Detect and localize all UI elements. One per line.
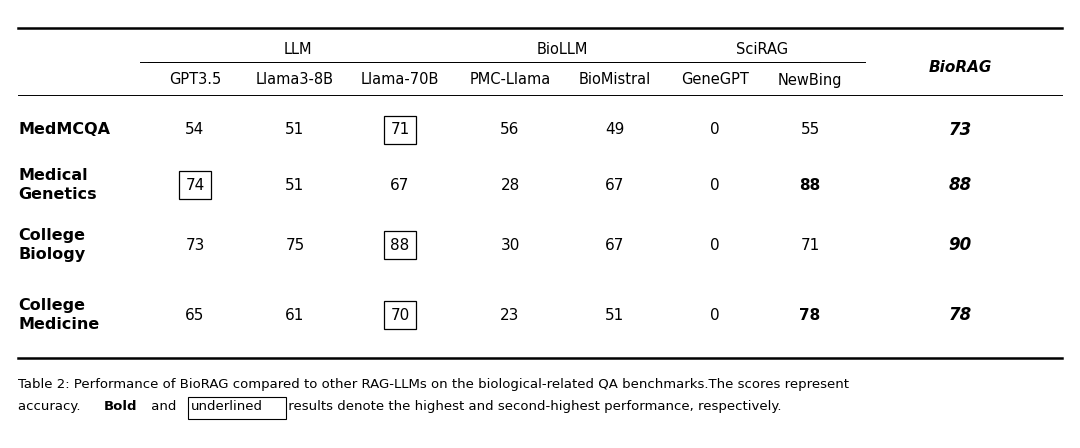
Text: 65: 65	[186, 307, 205, 323]
Text: MedMCQA: MedMCQA	[18, 122, 110, 138]
Bar	[383, 116, 416, 144]
Text: Table 2: Performance of BioRAG compared to other RAG-LLMs on the biological-rela: Table 2: Performance of BioRAG compared …	[18, 378, 849, 391]
Text: 74: 74	[186, 177, 204, 193]
Text: 51: 51	[285, 177, 305, 193]
Text: results denote the highest and second-highest performance, respectively.: results denote the highest and second-hi…	[284, 400, 781, 413]
Text: Llama-70B: Llama-70B	[361, 73, 440, 87]
Text: BioLLM: BioLLM	[537, 43, 589, 57]
Text: Llama3-8B: Llama3-8B	[256, 73, 334, 87]
Text: accuracy.: accuracy.	[18, 400, 84, 413]
Text: 0: 0	[711, 177, 719, 193]
Text: BioRAG: BioRAG	[929, 60, 991, 76]
Text: NewBing: NewBing	[778, 73, 842, 87]
Text: 55: 55	[800, 122, 820, 138]
Text: 88: 88	[390, 237, 409, 253]
Text: 30: 30	[500, 237, 519, 253]
Text: BioMistral: BioMistral	[579, 73, 651, 87]
Text: 0: 0	[711, 237, 719, 253]
Bar	[383, 302, 416, 329]
Text: GPT3.5: GPT3.5	[168, 73, 221, 87]
Text: College
Medicine: College Medicine	[18, 298, 99, 332]
Text: 0: 0	[711, 307, 719, 323]
Text: 78: 78	[799, 307, 821, 323]
Text: 71: 71	[390, 122, 409, 138]
Text: SciRAG: SciRAG	[737, 43, 788, 57]
Text: 88: 88	[799, 177, 821, 193]
Text: 23: 23	[500, 307, 519, 323]
Text: 51: 51	[606, 307, 624, 323]
Bar	[178, 172, 212, 198]
Text: 90: 90	[948, 236, 972, 254]
Text: 78: 78	[948, 306, 972, 324]
Text: 73: 73	[948, 121, 972, 139]
Text: Bold: Bold	[104, 400, 137, 413]
Text: 61: 61	[285, 307, 305, 323]
Text: 88: 88	[948, 176, 972, 194]
Text: GeneGPT: GeneGPT	[681, 73, 748, 87]
Text: 75: 75	[285, 237, 305, 253]
Bar	[188, 397, 286, 419]
Text: 56: 56	[500, 122, 519, 138]
Text: LLM: LLM	[283, 43, 312, 57]
Text: Medical
Genetics: Medical Genetics	[18, 168, 96, 202]
Text: 70: 70	[390, 307, 409, 323]
Text: 0: 0	[711, 122, 719, 138]
Text: and: and	[147, 400, 181, 413]
Text: underlined: underlined	[191, 400, 262, 413]
Text: PMC-Llama: PMC-Llama	[470, 73, 551, 87]
Text: 71: 71	[800, 237, 820, 253]
Bar	[383, 231, 416, 258]
Text: 67: 67	[390, 177, 409, 193]
Text: 67: 67	[605, 237, 624, 253]
Text: 54: 54	[186, 122, 204, 138]
Text: College
Biology: College Biology	[18, 228, 85, 262]
Text: 67: 67	[605, 177, 624, 193]
Text: 73: 73	[186, 237, 205, 253]
Text: 51: 51	[285, 122, 305, 138]
Text: 49: 49	[605, 122, 624, 138]
Text: 28: 28	[500, 177, 519, 193]
